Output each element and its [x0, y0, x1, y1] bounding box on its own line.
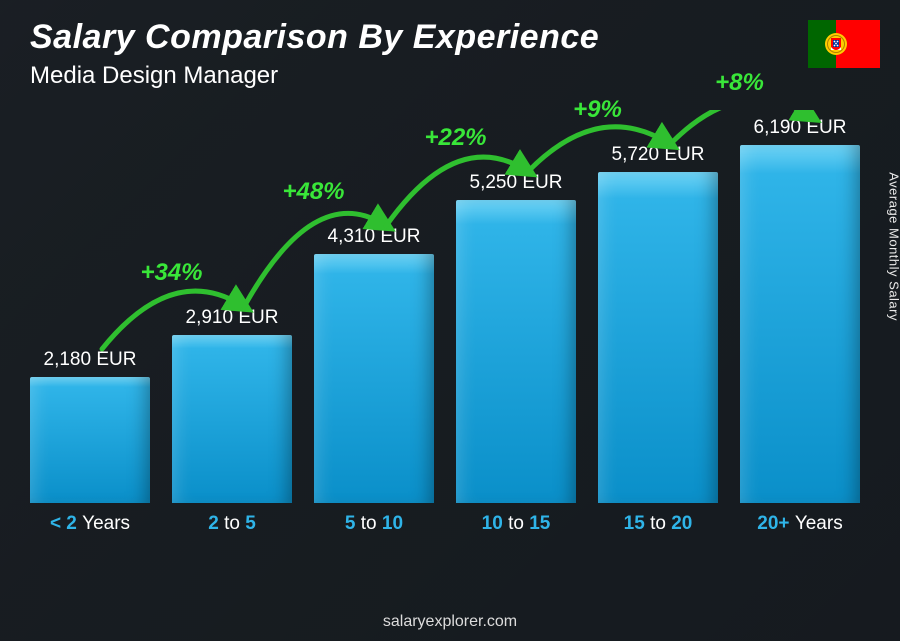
- bar-value-label: 4,310 EUR: [290, 226, 458, 248]
- bar-wrap: 2,910 EUR: [172, 110, 292, 503]
- bar-value-label: 2,180 EUR: [6, 349, 174, 371]
- bar-wrap: 2,180 EUR: [30, 110, 150, 503]
- bar: [30, 377, 150, 503]
- bar-column: 4,310 EUR 5 to 10: [314, 110, 434, 535]
- bar-column: 5,250 EUR 10 to 15: [456, 110, 576, 535]
- bar: [598, 172, 718, 503]
- bar: [314, 254, 434, 503]
- bar-value-label: 5,720 EUR: [574, 144, 742, 166]
- bar-wrap: 6,190 EUR: [740, 110, 860, 503]
- category-label: < 2 Years: [50, 513, 130, 535]
- increase-label: +8%: [700, 69, 780, 97]
- bar-column: 6,190 EUR 20+ Years: [740, 110, 860, 535]
- bars-container: 2,180 EUR < 2 Years 2,910 EUR 2 to 5 4,310 E…: [30, 110, 860, 535]
- bar: [456, 200, 576, 503]
- bar-value-label: 5,250 EUR: [432, 172, 600, 194]
- bar-value-label: 6,190 EUR: [716, 117, 884, 139]
- category-label: 10 to 15: [482, 513, 551, 535]
- bar-chart: 2,180 EUR < 2 Years 2,910 EUR 2 to 5 4,310 E…: [30, 110, 860, 571]
- y-axis-label: Average Monthly Salary: [887, 172, 900, 321]
- category-label: 15 to 20: [624, 513, 693, 535]
- bar-wrap: 5,250 EUR: [456, 110, 576, 503]
- portugal-flag-icon: [808, 20, 880, 68]
- bar: [740, 145, 860, 503]
- bar: [172, 335, 292, 503]
- bar-wrap: 4,310 EUR: [314, 110, 434, 503]
- bar-column: 5,720 EUR 15 to 20: [598, 110, 718, 535]
- infographic-stage: Salary Comparison By Experience Media De…: [0, 0, 900, 641]
- bar-column: 2,910 EUR 2 to 5: [172, 110, 292, 535]
- bar-column: 2,180 EUR < 2 Years: [30, 110, 150, 535]
- footer-attribution: salaryexplorer.com: [0, 613, 900, 631]
- category-label: 2 to 5: [208, 513, 256, 535]
- category-label: 20+ Years: [757, 513, 842, 535]
- category-label: 5 to 10: [345, 513, 403, 535]
- bar-wrap: 5,720 EUR: [598, 110, 718, 503]
- chart-subtitle: Media Design Manager: [30, 62, 278, 90]
- bar-value-label: 2,910 EUR: [148, 307, 316, 329]
- chart-title: Salary Comparison By Experience: [30, 18, 599, 57]
